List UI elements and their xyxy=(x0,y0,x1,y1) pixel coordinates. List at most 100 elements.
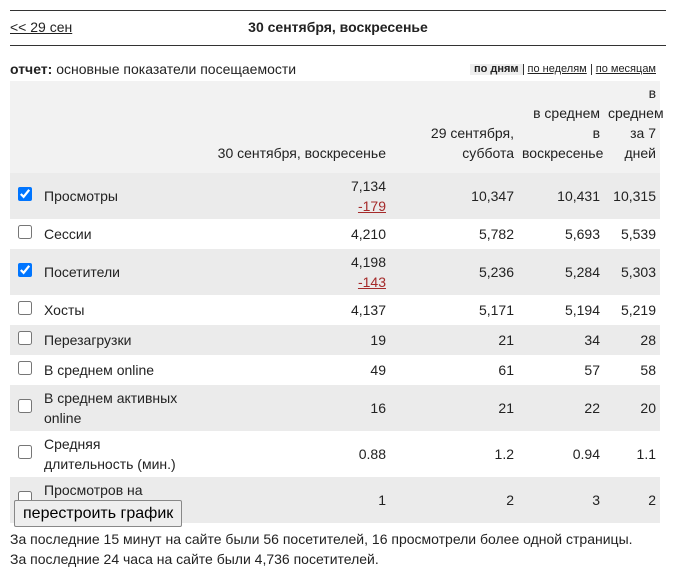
value: 4,198 xyxy=(350,254,386,270)
value: 5,782 xyxy=(478,226,514,242)
value-cell: 5,693 xyxy=(518,219,604,249)
row-checkbox[interactable] xyxy=(18,301,32,315)
value: 4,137 xyxy=(350,302,386,318)
nav-bar: << 29 сен 30 сентября, воскресенье xyxy=(10,10,666,46)
column-header: 29 сентября, суббота xyxy=(390,81,518,173)
period-link[interactable]: по месяцам xyxy=(590,64,660,75)
row-checkbox[interactable] xyxy=(18,445,32,459)
value: 58 xyxy=(640,362,656,378)
value-cell: 16 xyxy=(190,385,390,431)
value-cell: 0.88 xyxy=(190,431,390,477)
delta-link[interactable]: -179 xyxy=(357,198,386,214)
value: 21 xyxy=(498,400,514,416)
period-link[interactable]: по неделям xyxy=(522,64,591,75)
value: 5,303 xyxy=(620,264,656,280)
value-cell: 5,219 xyxy=(604,295,660,325)
value-cell: 28 xyxy=(604,325,660,355)
row-checkbox[interactable] xyxy=(18,263,32,277)
value: 5,219 xyxy=(620,302,656,318)
value-cell: 2 xyxy=(390,477,518,523)
report-heading: отчет: основные показатели посещаемости xyxy=(10,61,296,77)
value: 61 xyxy=(498,362,514,378)
value: 7,134 xyxy=(350,178,386,194)
value: 0.94 xyxy=(572,446,600,462)
value: 20 xyxy=(640,400,656,416)
row-label: Просмотры xyxy=(40,173,190,219)
value-cell: 4,137 xyxy=(190,295,390,325)
value: 21 xyxy=(498,332,514,348)
value-cell: 1 xyxy=(190,477,390,523)
row-checkbox[interactable] xyxy=(18,187,32,201)
table-row: Посетители 4,198 -143 5,236 5,284 5,303 xyxy=(10,249,660,295)
page-title: 30 сентября, воскресенье xyxy=(248,19,428,35)
value-cell: 5,236 xyxy=(390,249,518,295)
value-cell: 4,210 xyxy=(190,219,390,249)
table-row: В среднем активных online 16 21 22 20 xyxy=(10,385,660,431)
table-row: Средняя длительность (мин.) 0.88 1.2 0.94 1.… xyxy=(10,431,660,477)
row-label: Посетители xyxy=(40,249,190,295)
value-cell: 5,782 xyxy=(390,219,518,249)
column-header: в среднем за 7 дней xyxy=(604,81,664,173)
table-row: Перезагрузки 19 21 34 28 xyxy=(10,325,660,355)
value: 5,171 xyxy=(478,302,514,318)
value-cell: 10,431 xyxy=(518,173,604,219)
checkbox-cell xyxy=(10,173,40,219)
column-header: в среднем в воскресенье xyxy=(518,81,604,173)
value-cell: 21 xyxy=(390,325,518,355)
value: 16 xyxy=(370,400,386,416)
row-checkbox[interactable] xyxy=(18,361,32,375)
period-link[interactable]: по дням xyxy=(469,64,523,75)
row-label: Хосты xyxy=(44,302,85,318)
value-cell: 5,194 xyxy=(518,295,604,325)
value-cell: 10,347 xyxy=(390,173,518,219)
value-cell: 57 xyxy=(518,355,604,385)
period-switch: по дням по неделям по месяцам xyxy=(469,64,660,75)
value: 10,315 xyxy=(613,188,656,204)
value-cell: 4,198 -143 xyxy=(190,249,390,295)
value-cell: 61 xyxy=(390,355,518,385)
value: 2 xyxy=(648,492,656,508)
value-cell: 5,284 xyxy=(518,249,604,295)
value: 57 xyxy=(584,362,600,378)
value: 1.1 xyxy=(636,446,656,462)
value-cell: 5,539 xyxy=(604,219,660,249)
value: 19 xyxy=(370,332,386,348)
table-row: Сессии 4,210 5,782 5,693 5,539 xyxy=(10,219,660,249)
value-cell: 20 xyxy=(604,385,660,431)
rebuild-chart-button[interactable]: перестроить график xyxy=(14,500,183,527)
value-cell: 10,315 xyxy=(604,173,660,219)
table-row: Хосты 4,137 5,171 5,194 5,219 xyxy=(10,295,660,325)
footer-line: За последние 24 часа на сайте были 4,736… xyxy=(10,551,379,567)
value: 0.88 xyxy=(358,446,386,462)
checkbox-cell xyxy=(10,325,40,355)
row-checkbox[interactable] xyxy=(18,225,32,239)
value: 5,194 xyxy=(564,302,600,318)
value: 28 xyxy=(640,332,656,348)
checkbox-cell xyxy=(10,355,40,385)
row-checkbox[interactable] xyxy=(18,399,32,413)
value: 1.2 xyxy=(494,446,514,462)
value-cell: 34 xyxy=(518,325,604,355)
delta-link[interactable]: -143 xyxy=(357,274,386,290)
checkbox-cell xyxy=(10,295,40,325)
footer-line: За последние 15 минут на сайте были 56 п… xyxy=(10,531,633,547)
value: 4,210 xyxy=(350,226,386,242)
value-cell: 49 xyxy=(190,355,390,385)
header-row: 30 сентября, воскресенье 29 сентября, суб… xyxy=(10,81,664,173)
row-label: В среднем online xyxy=(44,362,155,378)
value-cell: 21 xyxy=(390,385,518,431)
row-label: В среднем активных online xyxy=(40,385,190,431)
value: 22 xyxy=(584,400,600,416)
value-cell: 1.2 xyxy=(390,431,518,477)
report-name: основные показатели посещаемости xyxy=(56,61,297,77)
row-checkbox[interactable] xyxy=(18,331,32,345)
value-cell: 5,303 xyxy=(604,249,660,295)
value: 5,236 xyxy=(478,264,514,280)
value-cell: 1.1 xyxy=(604,431,660,477)
value-cell: 5,171 xyxy=(390,295,518,325)
value: 3 xyxy=(592,492,600,508)
prev-day-link[interactable]: << 29 сен xyxy=(10,19,73,35)
stats-table: 30 сентября, воскресенье 29 сентября, суб… xyxy=(10,81,664,523)
value-cell: 2 xyxy=(604,477,660,523)
